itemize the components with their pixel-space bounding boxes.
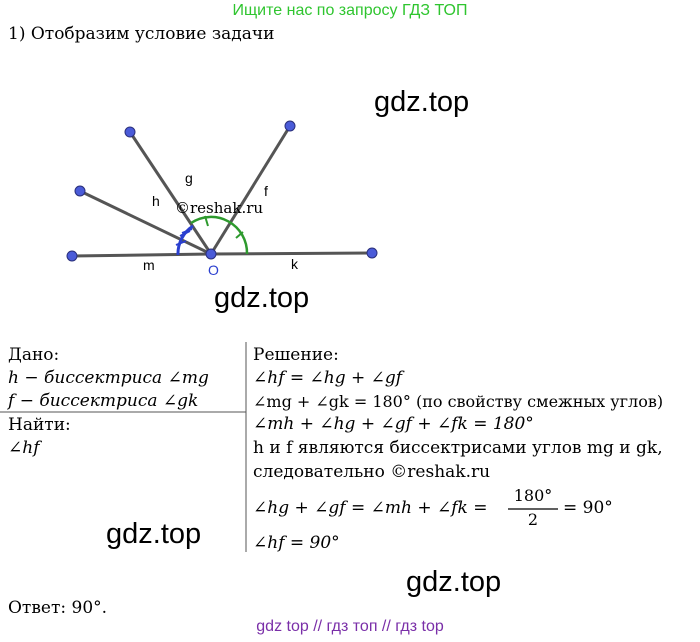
watermark: gdz.top	[406, 566, 502, 598]
find-line-1: ∠hf	[8, 438, 40, 458]
ray-g	[128, 131, 213, 255]
solution-line-2: ∠mg + ∠gk = 180° (по свойству смежных уг…	[253, 392, 664, 411]
solution-line-6-left: ∠hg + ∠gf = ∠mh + ∠fk =	[253, 498, 488, 518]
answer-text: Ответ: 90°.	[8, 598, 108, 618]
ray-h	[79, 189, 212, 256]
given-line-1: h − биссектриса ∠mg	[8, 368, 209, 388]
label-g: g	[185, 170, 193, 186]
point-o	[205, 248, 217, 260]
watermark: gdz.top	[214, 282, 310, 314]
fraction-numerator: 180°	[513, 486, 553, 505]
step-title: 1) Отобразим условие задачи	[8, 24, 275, 44]
solution-line-4: h и f являются биссектрисами углов mg и …	[253, 438, 663, 458]
ray-k	[210, 251, 373, 256]
solution-line-6-right: = 90°	[563, 498, 613, 518]
point-f	[284, 120, 296, 132]
green-angle-arc	[190, 215, 249, 255]
label-o: O	[208, 262, 219, 278]
watermark: gdz.top	[106, 518, 202, 550]
label-m: m	[143, 257, 155, 273]
solution-line-5: следовательно ©reshak.ru	[253, 462, 491, 482]
solution-header: Решение:	[253, 345, 339, 365]
solution-line-7: ∠hf = 90°	[253, 533, 340, 553]
top-banner: Ищите нас по запросу ГДЗ ТОП	[232, 2, 468, 19]
solution-line-1: ∠hf = ∠hg + ∠gf	[253, 368, 403, 388]
label-k: k	[291, 256, 298, 272]
watermark: gdz.top	[374, 86, 470, 118]
point-k	[366, 247, 378, 259]
footer-links: gdz top // гдз топ // гдз top	[256, 618, 444, 635]
find-header: Найти:	[8, 415, 71, 435]
given-line-2: f − биссектриса ∠gk	[8, 391, 199, 411]
fraction-denominator: 2	[527, 510, 539, 529]
blue-angle-arc	[176, 224, 194, 256]
point-m	[66, 250, 78, 262]
given-header: Дано:	[8, 345, 60, 365]
solution-line-3: ∠mh + ∠hg + ∠gf + ∠fk = 180°	[253, 414, 534, 434]
label-h: h	[152, 193, 160, 209]
point-h	[74, 185, 86, 197]
label-f: f	[264, 183, 268, 199]
point-g	[124, 126, 136, 138]
ray-m	[71, 252, 212, 258]
copyright-mark: ©reshak.ru	[175, 199, 264, 217]
ray-f	[209, 125, 292, 255]
